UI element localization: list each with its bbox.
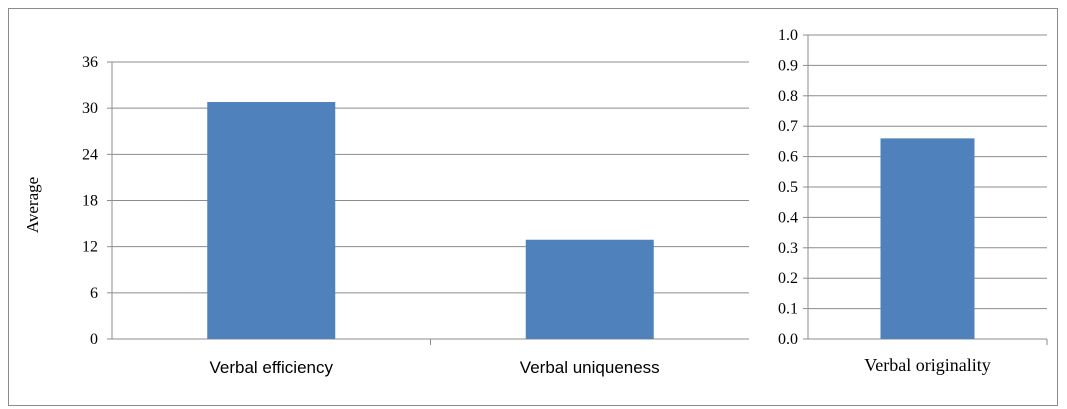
left-bar-chart: Average 0 6 12 18 24 30 36 Verbal efficiency Ve… [23, 54, 749, 377]
y-tick-label: 0.7 [778, 118, 798, 135]
y-tick-label: 0.2 [778, 270, 798, 287]
y-tick-label: 0.6 [778, 149, 798, 166]
y-tick-label: 36 [82, 54, 98, 71]
y-tick-label: 0.5 [778, 179, 798, 196]
y-tick-label: 1.0 [778, 27, 798, 44]
y-tick-label: 0.0 [778, 331, 798, 348]
x-category-label: Verbal uniqueness [520, 358, 660, 377]
x-category-label: Verbal originality [864, 355, 990, 375]
bar-verbal-efficiency [207, 102, 336, 339]
y-tick-label: 6 [90, 285, 98, 302]
y-tick-label: 24 [82, 146, 98, 163]
y-tick-label: 12 [82, 239, 98, 256]
y-tick-label: 0.4 [778, 209, 798, 226]
y-tick-label: 0.8 [778, 88, 798, 105]
y-axis-label: Average [23, 177, 42, 233]
bar-verbal-originality [880, 138, 975, 339]
right-bar-chart: 0.0 0.1 0.2 0.3 0.4 0.5 0.6 0.7 0.8 0.9 1.0 Verbal… [778, 27, 1048, 375]
y-tick-label: 30 [82, 100, 98, 117]
y-tick-label: 0 [90, 331, 98, 348]
y-tick-label: 0.9 [778, 57, 798, 74]
x-category-label: Verbal efficiency [210, 358, 334, 377]
bar-verbal-uniqueness [525, 239, 654, 339]
y-tick-label: 18 [82, 193, 98, 210]
y-tick-label: 0.1 [778, 301, 798, 318]
y-tick-label: 0.3 [778, 240, 798, 257]
